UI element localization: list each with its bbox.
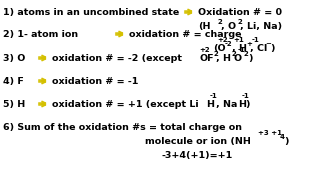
Text: 2: 2: [244, 51, 249, 57]
Text: −: −: [265, 41, 271, 47]
Text: 1) atoms in an uncombined state: 1) atoms in an uncombined state: [3, 8, 179, 17]
Text: OF: OF: [199, 54, 214, 63]
Text: 3) O: 3) O: [3, 54, 25, 63]
Text: -1: -1: [242, 93, 250, 99]
Text: 6) Sum of the oxidation #s = total charge on: 6) Sum of the oxidation #s = total charg…: [3, 123, 242, 132]
Text: 2) 1- atom ion: 2) 1- atom ion: [3, 30, 78, 39]
Text: oxidation # = +1 (except Li: oxidation # = +1 (except Li: [52, 100, 199, 109]
Text: O: O: [234, 54, 242, 63]
Text: H: H: [206, 100, 214, 109]
Text: 2: 2: [218, 19, 223, 25]
Text: molecule or ion (NH: molecule or ion (NH: [145, 137, 251, 146]
Text: ): ): [284, 137, 289, 146]
Text: (O: (O: [213, 44, 226, 53]
Text: 4) F: 4) F: [3, 77, 24, 86]
Text: 2: 2: [231, 51, 236, 57]
Text: -3+4(+1)=+1: -3+4(+1)=+1: [162, 151, 233, 160]
Text: , Na: , Na: [216, 100, 237, 109]
Text: (H: (H: [198, 22, 211, 31]
Text: -1: -1: [210, 93, 218, 99]
Text: , H: , H: [216, 54, 231, 63]
Text: +: +: [246, 41, 252, 47]
Text: ): ): [270, 44, 275, 53]
Text: +1: +1: [233, 37, 244, 43]
Text: 2: 2: [213, 51, 218, 57]
Text: , O: , O: [221, 22, 236, 31]
Text: , H: , H: [232, 44, 247, 53]
Text: oxidation # = charge: oxidation # = charge: [129, 30, 242, 39]
Text: , Li, Na): , Li, Na): [240, 22, 282, 31]
Text: 2: 2: [237, 19, 242, 25]
Text: oxidation # = -2 (except: oxidation # = -2 (except: [52, 54, 185, 63]
Text: -2: -2: [225, 41, 233, 47]
Text: -1: -1: [238, 47, 246, 53]
Text: oxidation # = -1: oxidation # = -1: [52, 77, 138, 86]
Text: +2: +2: [199, 47, 210, 53]
Text: 4: 4: [280, 134, 285, 140]
Text: +2: +2: [217, 37, 228, 43]
Text: , Cl: , Cl: [250, 44, 267, 53]
Text: -1: -1: [252, 37, 260, 43]
Text: H): H): [238, 100, 251, 109]
Text: ): ): [248, 54, 252, 63]
Text: +3 +1: +3 +1: [258, 130, 282, 136]
Text: Oxidation # = 0: Oxidation # = 0: [198, 8, 282, 17]
Text: 5) H: 5) H: [3, 100, 25, 109]
